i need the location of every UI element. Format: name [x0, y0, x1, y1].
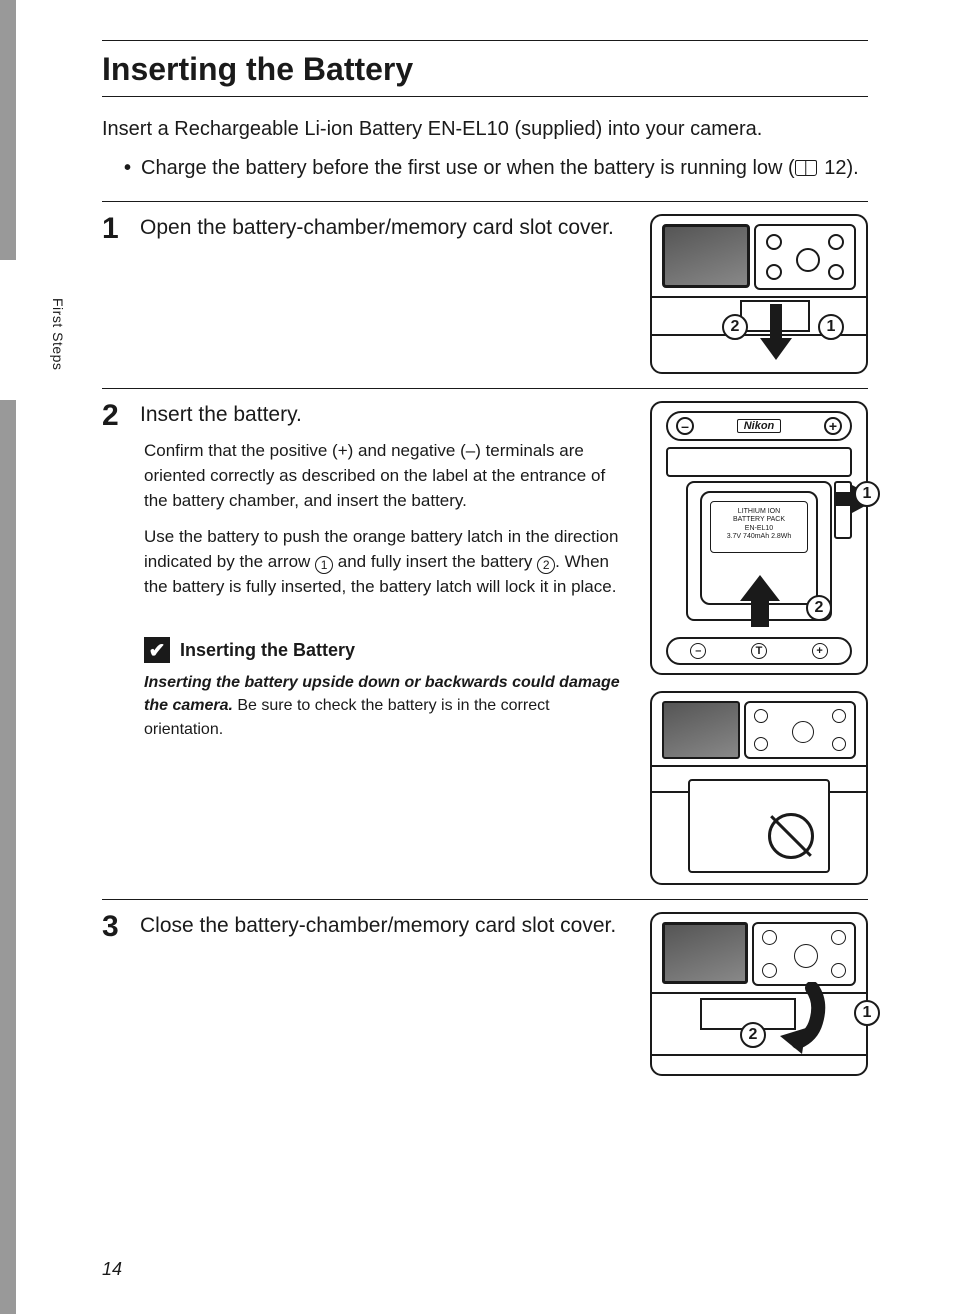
step-2-number: 2: [102, 401, 126, 885]
step-2: 2 Insert the battery. Confirm that the p…: [102, 401, 868, 885]
content-area: Inserting the Battery Insert a Rechargea…: [102, 40, 868, 1254]
page-number: 14: [102, 1259, 122, 1280]
bullet-text-a: Charge the battery before the first use …: [141, 157, 795, 179]
warning-note: ✔ Inserting the Battery Inserting the ba…: [144, 637, 632, 741]
figure-step-2a: – Nikon + LITHIUM ION BATTERY PACK EN-EL…: [650, 401, 868, 675]
callout-1: 1: [818, 314, 844, 340]
step-3: 3 Close the battery-chamber/memory card …: [102, 912, 868, 1076]
step-2-head: Insert the battery.: [140, 401, 632, 429]
rule-step-3: [102, 899, 868, 900]
figure-step-3: 1 2: [650, 912, 868, 1076]
bullet-text: Charge the battery before the first use …: [141, 154, 859, 183]
section-label: First Steps: [50, 298, 66, 418]
terminal-bar-icon: – T +: [666, 637, 852, 665]
callout-1: 1: [854, 1000, 880, 1026]
note-body: Inserting the battery upside down or bac…: [144, 671, 632, 741]
section-tab: [0, 260, 16, 400]
step-2-para-2: Use the battery to push the orange batte…: [144, 525, 632, 599]
page-title: Inserting the Battery: [102, 51, 868, 88]
callout-2: 2: [740, 1022, 766, 1048]
step-1-number: 1: [102, 214, 126, 374]
step-2-para-1: Confirm that the positive (+) and negati…: [144, 439, 632, 513]
step-1-head: Open the battery-chamber/memory card slo…: [140, 214, 632, 242]
battery-latch-icon: [834, 481, 852, 539]
rule-step-1: [102, 201, 868, 202]
prohibited-icon: [768, 813, 814, 859]
battery-top-icon: – Nikon +: [666, 411, 852, 441]
inline-circled-2: 2: [537, 556, 555, 574]
bullet-ref: 12).: [819, 157, 859, 179]
camera-screen-icon: [662, 922, 748, 984]
camera-controls-icon: [752, 922, 856, 986]
minus-icon: –: [676, 417, 694, 435]
plus-icon: +: [824, 417, 842, 435]
rule-top: [102, 40, 868, 41]
camera-screen-icon: [662, 701, 740, 759]
camera-controls-icon: [754, 224, 856, 290]
page: First Steps Inserting the Battery Insert…: [16, 0, 954, 1314]
note-title: Inserting the Battery: [180, 640, 355, 661]
step-1: 1 Open the battery-chamber/memory card s…: [102, 214, 868, 374]
figure-step-2b-warning: [650, 691, 868, 885]
arrow-down-icon: [762, 304, 790, 364]
camera-screen-icon: [662, 224, 750, 288]
camera-controls-icon: [744, 701, 856, 759]
step-2-figures: – Nikon + LITHIUM ION BATTERY PACK EN-EL…: [650, 401, 868, 885]
callout-2: 2: [722, 314, 748, 340]
step-3-number: 3: [102, 912, 126, 1076]
bullet-item: • Charge the battery before the first us…: [124, 154, 868, 183]
manual-ref-icon: [795, 160, 817, 176]
figure-step-1: 1 2: [650, 214, 868, 374]
arrow-up-icon: [740, 575, 780, 627]
callout-2: 2: [806, 595, 832, 621]
inline-circled-1: 1: [315, 556, 333, 574]
callout-1: 1: [854, 481, 880, 507]
rule-step-2: [102, 388, 868, 389]
brand-label: Nikon: [737, 419, 782, 433]
rule-under-title: [102, 96, 868, 97]
bullet-dot: •: [124, 154, 131, 183]
arrow-curve-icon: [772, 982, 826, 1054]
step-3-head: Close the battery-chamber/memory card sl…: [140, 912, 632, 940]
check-box-icon: ✔: [144, 637, 170, 663]
intro-text: Insert a Rechargeable Li-ion Battery EN-…: [102, 115, 868, 144]
